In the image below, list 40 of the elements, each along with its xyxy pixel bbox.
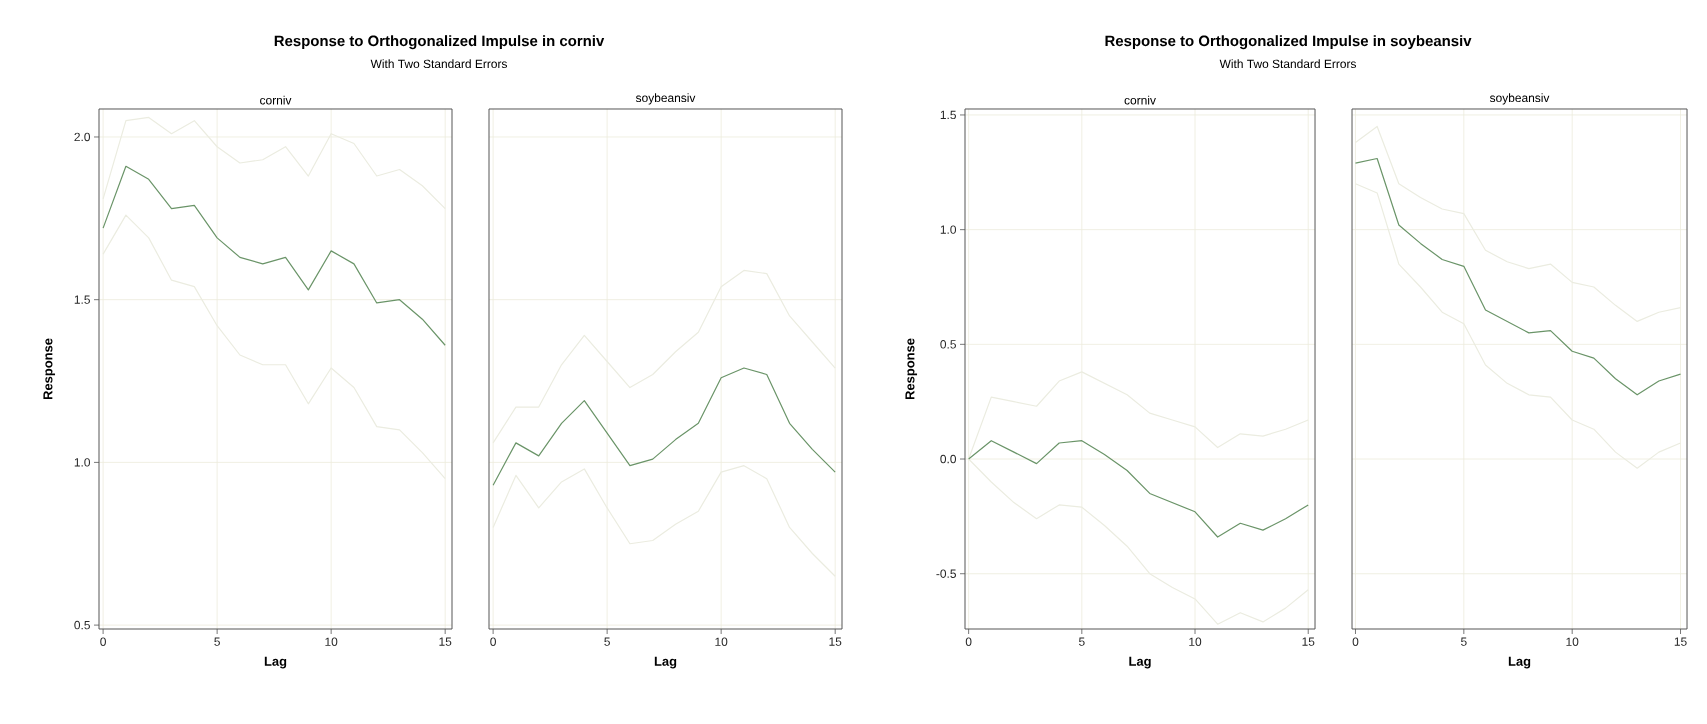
text: Response to Orthogonalized Impulse in soybeansiv [1105,35,1472,50]
x-tick-label: 10 [325,637,338,646]
text: Response to Orthogonalized Impulse in corniv [274,35,605,50]
text: With Two Standard Errors [1219,59,1356,69]
x-axis-title: Lag [264,656,287,669]
x-axis-title: Lag [1508,656,1531,669]
x-tick-label: 10 [715,637,728,646]
x-tick-label: 5 [214,637,220,646]
x-tick-label: 15 [1302,637,1315,646]
y-tick-label: 2.0 [74,132,91,142]
x-tick-label: 15 [1674,637,1687,646]
chart-title: soybeansiv [1489,93,1550,105]
x-tick-label: 0 [100,637,106,646]
y-tick-label: 1.0 [940,225,957,234]
x-tick-label: 0 [965,637,972,646]
text: With Two Standard Errors [370,59,507,69]
y-tick-label: 0.5 [74,620,90,630]
y-tick-label: 1.5 [940,110,956,120]
x-tick-label: 15 [439,637,452,646]
x-tick-label: 0 [490,637,496,646]
chart-title: corniv [260,95,292,105]
y-tick-label: -0.5 [936,569,956,578]
x-tick-label: 5 [1078,637,1085,646]
y-tick-label: 1.5 [74,295,90,304]
x-tick-label: 10 [1566,637,1579,646]
y-tick-label: 1.0 [74,458,91,467]
x-tick-label: 5 [604,637,610,646]
x-tick-label: 0 [1352,637,1359,646]
x-axis-title: Lag [1129,656,1151,669]
chart-title: soybeansiv [635,93,696,105]
y-tick-label: 0.5 [940,340,956,349]
x-axis-title: Lag [654,656,677,669]
y-axis-title: Response [905,338,918,400]
y-axis-title: Response [43,338,56,400]
x-tick-label: 10 [1189,637,1202,646]
y-tick-label: 0.0 [940,454,957,464]
x-tick-label: 5 [1460,637,1467,646]
line-series [102,165,446,346]
chart-title: corniv [1124,95,1156,105]
x-tick-label: 15 [829,637,842,646]
